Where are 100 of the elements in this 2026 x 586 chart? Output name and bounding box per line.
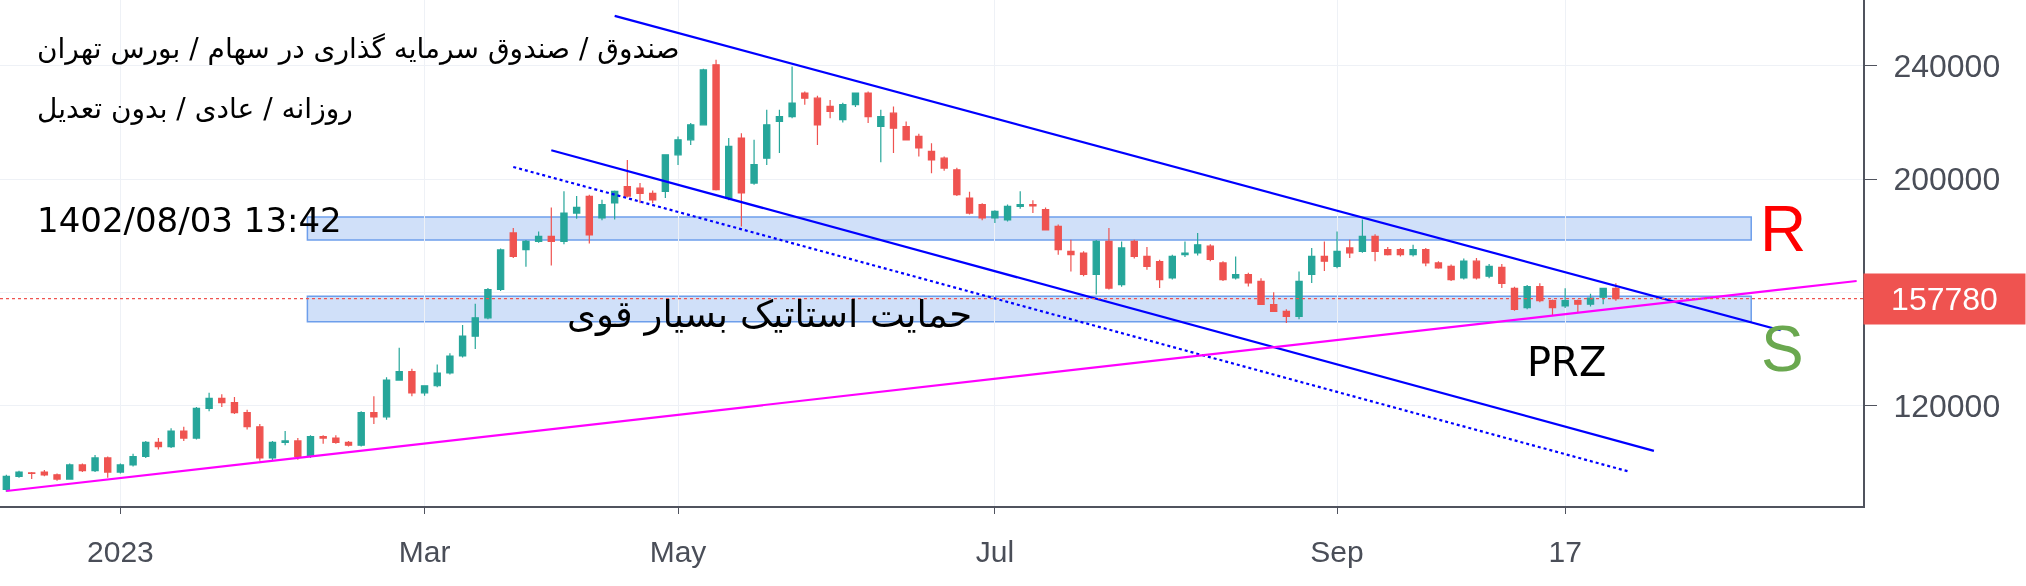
candlestick (27, 471, 36, 480)
candlestick (1346, 239, 1354, 259)
candlestick (104, 455, 112, 479)
annotation: 1402/08/03 13:42 (37, 200, 342, 240)
text: روزانه / عادی / بدون تعدیل (37, 92, 353, 125)
candlestick (1092, 239, 1100, 296)
candlestick (243, 409, 251, 431)
candlestick (1029, 199, 1037, 214)
candlestick (319, 434, 327, 445)
candlestick (534, 230, 543, 244)
candlestick (1371, 233, 1379, 262)
candlestick (294, 437, 302, 461)
candlestick (1295, 270, 1303, 320)
candlestick (471, 303, 479, 350)
candlestick (218, 393, 226, 408)
candlestick (801, 90, 809, 106)
candlestick (2, 474, 11, 493)
candlestick (1079, 250, 1088, 277)
candlestick (332, 434, 340, 445)
candlestick (496, 247, 505, 292)
candlestick (1523, 284, 1531, 310)
x-tick-label: 2023 (87, 534, 154, 568)
y-tick-label: 120000 (1893, 387, 2001, 424)
x-tick-label: May (649, 534, 707, 568)
candlestick (420, 385, 429, 397)
candlestick (484, 287, 492, 320)
candlestick (1409, 244, 1417, 257)
candlestick (1155, 259, 1164, 289)
candlestick (877, 109, 885, 163)
candlestick (889, 105, 898, 154)
candlestick (712, 59, 720, 192)
candlestick (725, 137, 733, 201)
candlestick (585, 194, 594, 244)
candlestick (1308, 247, 1316, 284)
candlestick (1460, 257, 1468, 281)
candlestick (1561, 287, 1569, 309)
candlestick (1067, 239, 1075, 272)
candlestick (142, 440, 150, 459)
candlestick (1231, 255, 1240, 281)
candlestick (1143, 246, 1151, 271)
candlestick (560, 190, 568, 245)
candlestick (788, 65, 796, 119)
candlestick (167, 427, 175, 449)
candlestick (1282, 308, 1291, 324)
candlestick (864, 90, 872, 124)
candlestick (1358, 219, 1367, 254)
candlestick (357, 410, 365, 448)
x-tick-label: Jul (975, 534, 1015, 568)
candlestick (623, 159, 632, 199)
candlestick (991, 209, 999, 224)
candlestick (1472, 257, 1481, 281)
candlestick (915, 133, 923, 158)
candlestick (965, 191, 974, 216)
candlestick (522, 239, 530, 268)
candlestick (1320, 240, 1329, 272)
candlestick (902, 120, 910, 141)
candlestick (15, 470, 23, 479)
candlestick (1384, 246, 1392, 257)
candlestick (91, 454, 99, 473)
annotation: PRZ (1527, 339, 1607, 385)
candlestick (750, 139, 758, 186)
candlestick (446, 352, 454, 376)
candlestick (1206, 243, 1215, 262)
candlestick (813, 95, 822, 146)
y-tick-label: 240000 (1893, 48, 2001, 85)
candlestick (1219, 260, 1227, 282)
candlestick (1003, 204, 1012, 223)
candlestick (927, 142, 936, 174)
candlestick (674, 135, 682, 166)
ref-line-label: 157780 (1891, 281, 1998, 317)
candlestick (433, 363, 441, 388)
candlestick (1054, 223, 1062, 256)
candlestick (1041, 206, 1050, 231)
candlestick (737, 132, 746, 227)
band-label: S (1761, 313, 1804, 385)
candlestick (205, 392, 213, 412)
candlestick (661, 153, 670, 199)
candlestick (382, 376, 391, 421)
x-tick-label: 17 (1548, 534, 1582, 568)
x-tick-label: Mar (398, 534, 451, 568)
candlestick (1485, 263, 1493, 279)
candlestick (268, 440, 277, 462)
candlestick (1447, 264, 1455, 282)
candlestick (1599, 287, 1607, 305)
candlestick (116, 462, 125, 475)
candlestick (1434, 260, 1443, 270)
candlestick (256, 423, 264, 462)
text: صندوق / صندوق سرمایه گذاری در سهام / بورس تهران (37, 32, 680, 65)
candlestick (1181, 240, 1189, 258)
candlestick (1333, 230, 1341, 269)
candlestick (1193, 232, 1202, 257)
candlestick (395, 347, 403, 381)
candlestick (572, 195, 581, 220)
candlestick (953, 167, 961, 197)
candlestick (598, 199, 606, 221)
candlestick (978, 202, 986, 221)
candlestick (40, 469, 49, 477)
candlestick (281, 430, 289, 446)
candlestick (66, 462, 74, 481)
candlestick (1498, 263, 1506, 289)
